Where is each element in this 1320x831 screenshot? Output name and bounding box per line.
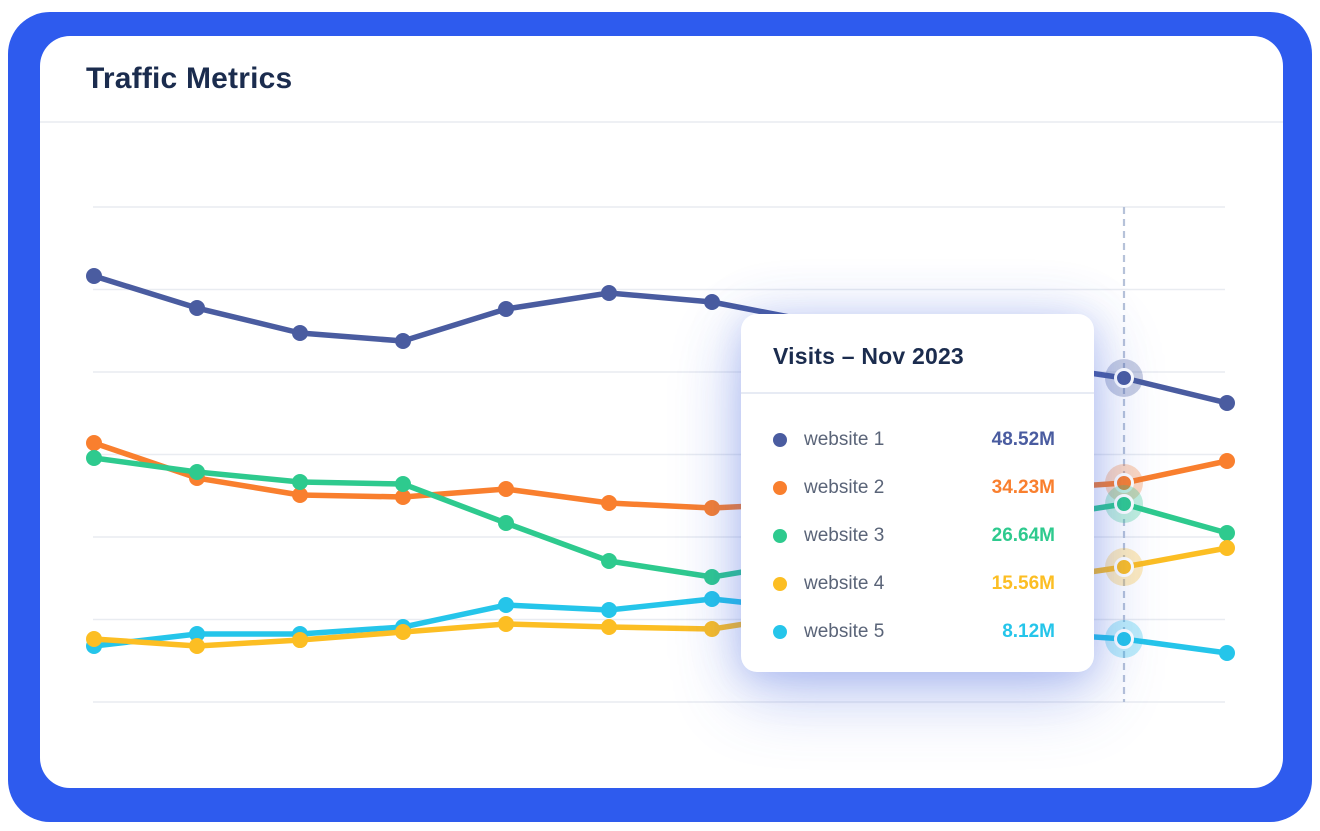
- series-value: 8.12M: [1002, 621, 1055, 642]
- tooltip-row: website 1 48.52M: [773, 416, 1055, 464]
- series-dot-icon: [773, 625, 787, 639]
- tooltip-row: website 4 15.56M: [773, 560, 1055, 608]
- tooltip-row: website 2 34.23M: [773, 464, 1055, 512]
- series-label: website 3: [804, 525, 885, 546]
- series-value: 48.52M: [991, 429, 1055, 450]
- series-dot-icon: [773, 577, 787, 591]
- series-value: 15.56M: [991, 573, 1055, 594]
- series-value: 34.23M: [991, 477, 1055, 498]
- tooltip-rows: website 1 48.52M website 2 34.23M websit…: [741, 394, 1094, 656]
- page-title: Traffic Metrics: [86, 61, 293, 95]
- series-dot-icon: [773, 481, 787, 495]
- series-dot-icon: [773, 433, 787, 447]
- series-label: website 4: [804, 573, 885, 594]
- series-value: 26.64M: [991, 525, 1055, 546]
- chart-tooltip: Visits – Nov 2023 website 1 48.52M websi…: [741, 314, 1094, 672]
- series-label: website 2: [804, 477, 885, 498]
- tooltip-header: Visits – Nov 2023: [741, 314, 1094, 394]
- tooltip-row: website 3 26.64M: [773, 512, 1055, 560]
- tooltip-title: Visits – Nov 2023: [773, 342, 964, 369]
- series-label: website 5: [804, 621, 885, 642]
- series-dot-icon: [773, 529, 787, 543]
- tooltip-row: website 5 8.12M: [773, 608, 1055, 656]
- series-label: website 1: [804, 429, 885, 450]
- card-header: Traffic Metrics: [40, 36, 1283, 123]
